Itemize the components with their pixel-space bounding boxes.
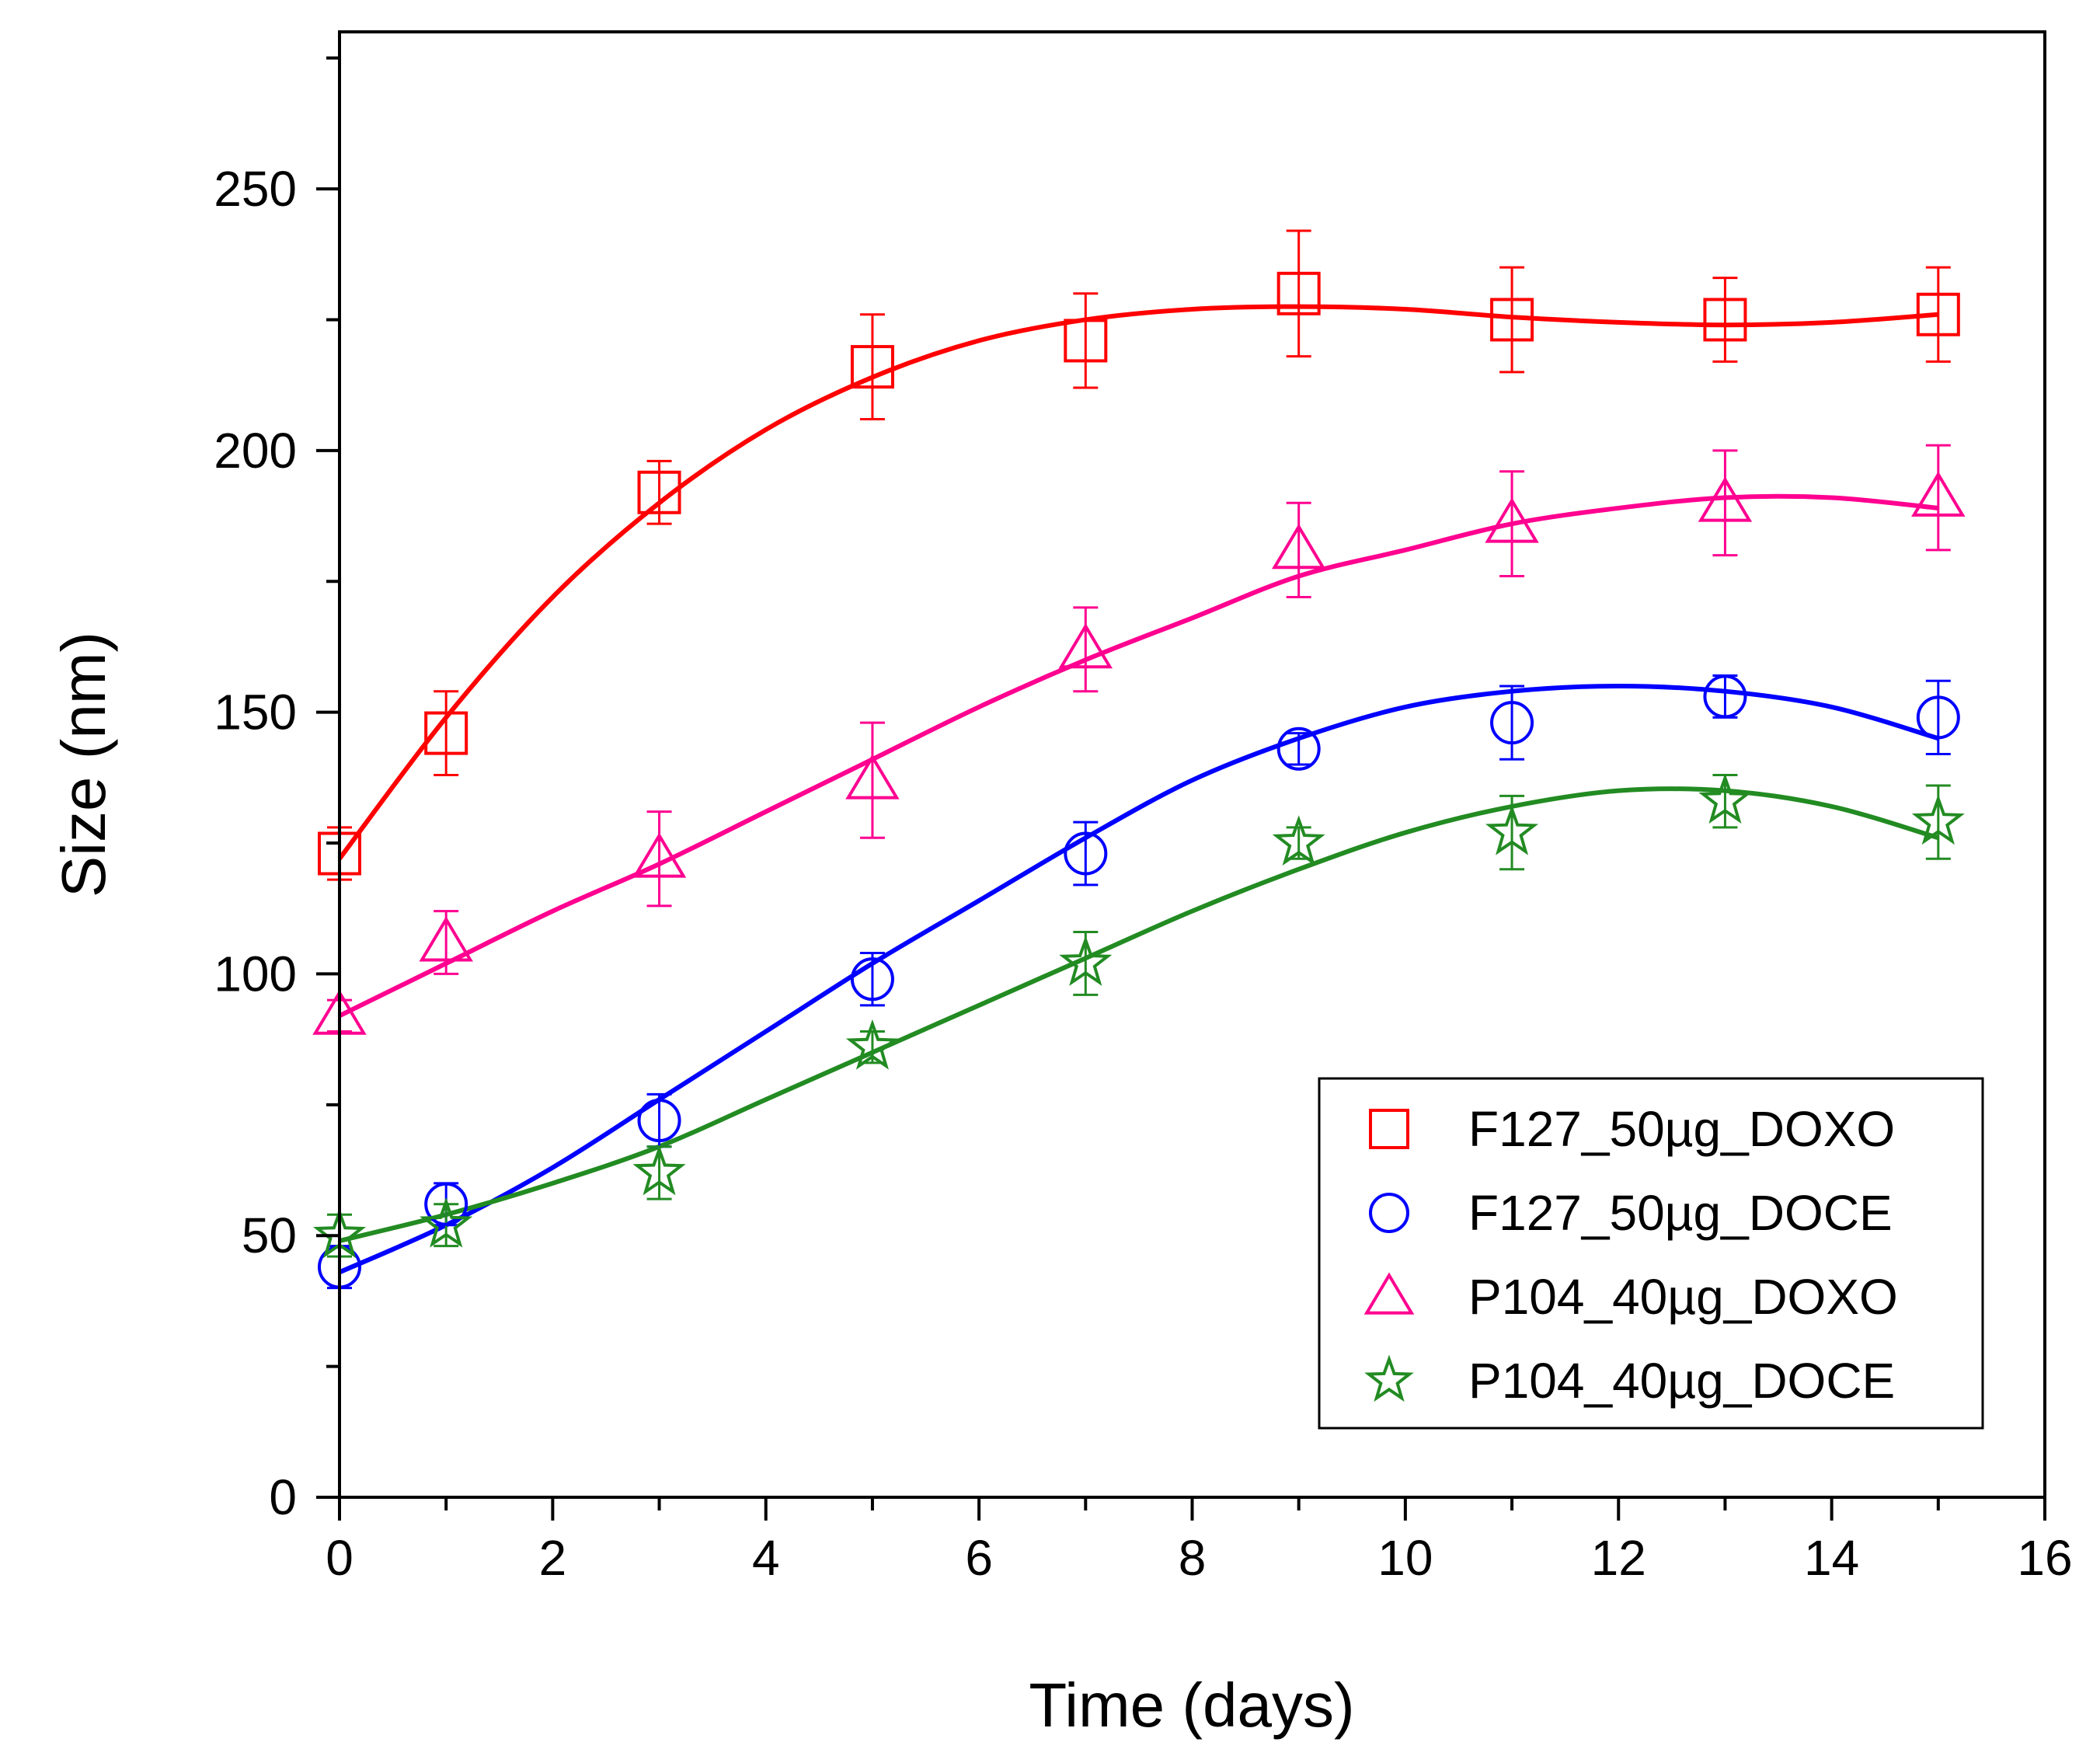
- data-point-square: [1276, 271, 1321, 315]
- data-point-star: [1272, 815, 1325, 866]
- data-point-circle: [1703, 674, 1747, 719]
- data-point-triangle: [419, 916, 473, 962]
- data-point-square: [850, 345, 894, 389]
- y-tick-label: 150: [214, 685, 297, 740]
- y-tick-label: 0: [269, 1469, 297, 1525]
- fit-curve: [337, 304, 1939, 861]
- data-point-triangle: [845, 754, 900, 800]
- x-tick-label: 10: [1377, 1530, 1433, 1586]
- data-point-triangle: [1271, 524, 1326, 570]
- data-point-square: [1064, 319, 1108, 363]
- x-tick-label: 4: [752, 1530, 780, 1586]
- data-point-square: [1490, 298, 1534, 342]
- legend-marker-triangle: [1363, 1272, 1415, 1315]
- data-point-square: [637, 470, 681, 514]
- fit-curve: [338, 493, 1939, 1019]
- legend-label: P104_40µg_DOCE: [1468, 1353, 1895, 1409]
- data-point-circle: [424, 1182, 468, 1226]
- data-point-triangle: [1058, 623, 1113, 669]
- legend-marker-square: [1369, 1109, 1409, 1149]
- y-tick-label: 250: [214, 161, 297, 217]
- legend-marker-circle: [1369, 1193, 1409, 1233]
- legend-label: F127_50µg_DOCE: [1468, 1185, 1893, 1241]
- legend: F127_50µg_DOXO F127_50µg_DOCE P104_40µg_DO…: [1318, 1077, 1984, 1430]
- data-point-star: [420, 1197, 473, 1248]
- data-point-star: [1911, 794, 1965, 845]
- x-tick-label: 6: [965, 1530, 993, 1586]
- legend-label: P104_40µg_DOXO: [1468, 1269, 1898, 1325]
- data-point-circle: [1276, 726, 1321, 771]
- data-point-star: [1698, 773, 1752, 824]
- data-point-square: [1703, 298, 1747, 342]
- x-tick-label: 2: [539, 1530, 567, 1586]
- y-axis-title: Size (nm): [49, 632, 118, 897]
- data-point-star: [1059, 935, 1113, 986]
- data-point-circle: [1490, 701, 1534, 745]
- fit-curve: [339, 786, 1939, 1243]
- data-point-star: [845, 1019, 900, 1070]
- data-point-triangle: [1911, 471, 1966, 517]
- data-markers: [312, 271, 1966, 1289]
- data-point-triangle: [1485, 497, 1539, 543]
- fit-curve: [338, 683, 1939, 1275]
- data-point-circle: [637, 1099, 681, 1143]
- y-tick-label: 200: [214, 423, 297, 479]
- x-tick-label: 0: [326, 1530, 353, 1586]
- data-point-circle: [1916, 695, 1960, 740]
- x-tick-label: 12: [1591, 1530, 1646, 1586]
- axis-ticks: 0 2 4 6 8 10 12 14 16 0 50 100 150 200 250: [214, 56, 2073, 1586]
- legend-marker-star: [1364, 1354, 1414, 1402]
- data-point-triangle: [1698, 476, 1753, 522]
- y-tick-label: 50: [242, 1207, 297, 1263]
- data-point-star: [632, 1145, 686, 1196]
- y-tick-label: 100: [214, 946, 297, 1002]
- x-tick-label: 16: [2017, 1530, 2072, 1586]
- data-point-circle: [850, 957, 894, 1002]
- data-point-triangle: [632, 832, 687, 878]
- data-point-square: [424, 711, 468, 755]
- legend-frame: [1318, 1077, 1984, 1430]
- data-point-square: [1916, 292, 1960, 336]
- x-axis-title: Time (days): [1029, 1671, 1354, 1740]
- x-tick-label: 14: [1804, 1530, 1859, 1586]
- data-point-star: [1485, 804, 1539, 855]
- data-point-circle: [1064, 831, 1108, 876]
- x-tick-label: 8: [1179, 1530, 1207, 1586]
- legend-label: F127_50µg_DOXO: [1468, 1101, 1895, 1157]
